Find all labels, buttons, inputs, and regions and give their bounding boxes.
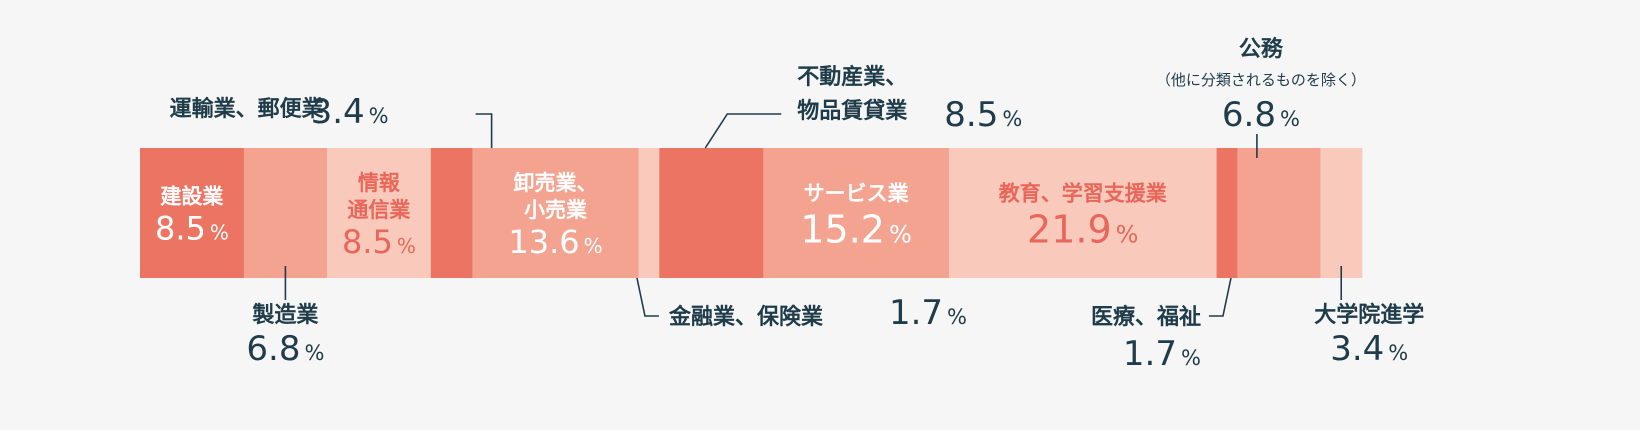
leader-lines bbox=[284, 113, 1343, 317]
segment-name-6: 不動産業、物品賃貸業 bbox=[797, 64, 908, 124]
segment-name-7: サービス業 bbox=[804, 182, 910, 206]
leader-line-9 bbox=[1208, 277, 1232, 317]
segment-value-6: 8.5% bbox=[944, 95, 1022, 135]
segment-value-10: 6.8% bbox=[1222, 95, 1300, 135]
segment-name-8: 教育、学習支援業 bbox=[999, 182, 1168, 206]
bar-segment-10 bbox=[1237, 148, 1321, 278]
segment-name-10: 公務 bbox=[1239, 36, 1284, 62]
leader-line-6 bbox=[704, 113, 782, 149]
bar-segment-8 bbox=[948, 148, 1217, 278]
segment-name-5: 金融業、保険業 bbox=[668, 304, 824, 330]
segment-name-2: 情報通信業 bbox=[347, 171, 411, 222]
bar-segment-1 bbox=[243, 148, 328, 278]
segment-value-11: 3.4% bbox=[1330, 329, 1408, 369]
segment-value-2: 8.5% bbox=[342, 223, 416, 261]
segment-value-5: 1.7% bbox=[889, 293, 967, 333]
bar-segment-7 bbox=[763, 148, 950, 278]
bar-segment-11 bbox=[1320, 148, 1363, 278]
segment-name-0: 建設業 bbox=[160, 185, 224, 209]
segment-name-4: 卸売業、小売業 bbox=[513, 171, 597, 222]
segment-name-11: 大学院進学 bbox=[1314, 302, 1424, 328]
segment-value-9: 1.7% bbox=[1123, 334, 1201, 374]
bar-segment-5 bbox=[638, 148, 660, 278]
bar-segments bbox=[140, 148, 1363, 278]
bar-segment-3 bbox=[430, 148, 473, 278]
bar-segment-6 bbox=[659, 148, 764, 278]
leader-line-3 bbox=[475, 113, 493, 148]
segment-value-0: 8.5% bbox=[155, 210, 229, 248]
segment-name-1: 製造業 bbox=[251, 302, 319, 328]
segment-name-3: 運輸業、郵便業 bbox=[170, 96, 325, 122]
bar-segment-2 bbox=[326, 148, 432, 278]
segment-value-8: 21.9% bbox=[1027, 208, 1138, 252]
bar-segment-0 bbox=[140, 148, 245, 278]
segment-value-3: 3.4% bbox=[311, 92, 389, 132]
segment-value-1: 6.8% bbox=[246, 329, 324, 369]
bar-segment-4 bbox=[472, 148, 639, 278]
segment-value-4: 13.6% bbox=[508, 223, 602, 261]
segment-subname-10: （他に分類されるものを除く） bbox=[1156, 71, 1366, 89]
segment-name-9: 医療、福祉 bbox=[1091, 304, 1201, 330]
segment-value-7: 15.2% bbox=[800, 208, 911, 252]
leader-line-5 bbox=[636, 277, 659, 317]
bar-segment-9 bbox=[1216, 148, 1238, 278]
